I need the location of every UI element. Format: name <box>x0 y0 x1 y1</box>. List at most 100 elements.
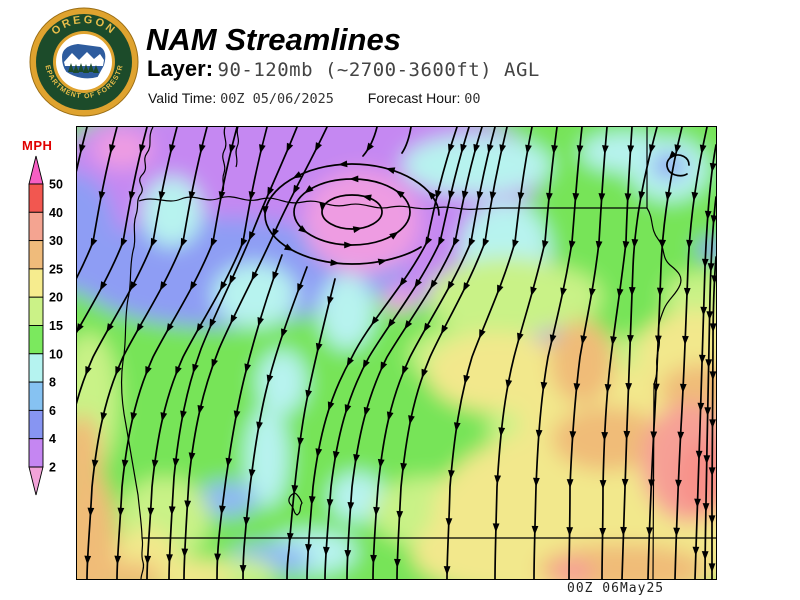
legend-arrow-bottom <box>28 466 44 496</box>
flow-arrowhead <box>77 323 84 333</box>
flow-arrowhead <box>699 144 707 154</box>
flow-arrowhead <box>568 240 576 250</box>
flow-arrowhead <box>443 566 451 576</box>
flow-arrowhead <box>189 281 198 291</box>
flow-arrowhead <box>144 555 152 565</box>
flow-arrowhead <box>218 191 226 201</box>
flow-arrowhead <box>621 478 629 488</box>
wind-speed-blob <box>550 320 614 404</box>
flow-arrowhead <box>489 191 497 201</box>
flow-arrowhead <box>292 184 301 195</box>
flow-arrowhead <box>709 162 716 173</box>
flow-arrowhead <box>248 231 256 241</box>
odf-seal-logo: OREGON DEPARTMENT OF FORESTRY <box>28 6 140 118</box>
flow-arrowhead <box>473 143 480 154</box>
flow-arrowhead <box>248 469 256 479</box>
flow-arrowhead <box>109 144 116 154</box>
flow-arrowhead <box>704 210 712 220</box>
flow-arrowhead <box>441 324 449 335</box>
flow-arrowhead <box>599 527 607 537</box>
flow-arrowhead <box>625 382 633 393</box>
flow-arrowhead <box>169 144 176 154</box>
wind-speed-blob <box>257 350 307 414</box>
wind-speed-blob <box>197 481 257 517</box>
flow-arrowhead <box>120 237 128 248</box>
flow-arrowhead <box>267 186 275 197</box>
flow-arrowhead <box>347 501 355 512</box>
flow-arrowhead <box>239 565 247 575</box>
streamline <box>446 127 533 579</box>
flow-arrowhead <box>627 334 634 345</box>
flow-arrowhead <box>468 237 476 248</box>
flow-arrowhead <box>709 419 716 429</box>
flow-arrowhead <box>172 458 180 468</box>
flow-arrowhead <box>512 239 519 249</box>
flow-arrowhead <box>448 190 455 200</box>
streamline <box>77 127 178 405</box>
flow-arrowhead <box>572 192 580 203</box>
streamline <box>568 127 608 579</box>
flow-arrowhead <box>87 507 95 517</box>
flow-arrowhead <box>701 551 709 561</box>
flow-arrowhead <box>338 160 348 168</box>
flow-arrowhead <box>566 527 574 537</box>
flow-arrowhead <box>540 381 548 392</box>
legend-segment <box>28 240 44 270</box>
flow-arrowhead <box>709 371 716 381</box>
wind-speed-blob <box>329 472 385 522</box>
streamline <box>77 127 118 279</box>
flow-arrowhead <box>691 191 699 202</box>
flow-arrowhead <box>620 526 627 536</box>
flow-arrowhead <box>99 281 108 291</box>
legend-tick: 4 <box>49 432 56 446</box>
flow-arrowhead <box>130 412 138 422</box>
flow-arrowhead <box>616 288 624 298</box>
flow-arrowhead <box>136 323 144 333</box>
flow-arrowhead <box>622 240 630 251</box>
flow-arrowhead <box>652 383 660 393</box>
flow-arrowhead <box>679 383 687 393</box>
geo-border-puget-sound <box>235 127 240 168</box>
flow-arrowhead <box>604 383 612 394</box>
flow-arrowhead <box>437 236 445 247</box>
streamline <box>494 127 558 579</box>
valid-time-label: Valid Time: <box>148 90 217 106</box>
flow-arrowhead <box>525 144 532 155</box>
flow-arrowhead <box>656 287 664 297</box>
flow-arrowhead <box>304 185 314 194</box>
flow-arrowhead <box>494 475 502 485</box>
legend-segment <box>28 268 44 298</box>
flow-arrowhead <box>677 431 685 441</box>
flow-arrowhead <box>259 144 266 154</box>
wind-speed-blob <box>245 407 289 507</box>
flow-arrowhead <box>447 280 455 291</box>
flow-arrowhead <box>225 457 233 468</box>
flow-arrowhead <box>211 358 218 369</box>
flow-arrowhead <box>707 263 715 273</box>
flow-arrowhead <box>549 334 557 344</box>
flow-arrowhead <box>598 193 606 203</box>
flow-arrowhead <box>192 363 199 374</box>
flow-arrowhead <box>159 281 168 291</box>
geo-border-coastline <box>120 127 154 539</box>
mountains <box>64 52 104 66</box>
flow-arrowhead <box>427 190 437 200</box>
flow-arrowhead <box>393 558 401 568</box>
flow-arrowhead <box>180 237 188 248</box>
flow-arrowhead <box>168 506 176 516</box>
legend-segment <box>28 325 44 355</box>
flow-arrowhead <box>322 546 330 556</box>
flow-arrowhead <box>702 503 710 513</box>
flow-arrowhead <box>610 336 617 346</box>
flow-arrowhead <box>710 215 716 225</box>
flow-arrowhead <box>121 459 129 469</box>
flow-arrowhead <box>396 510 404 520</box>
flow-arrowhead <box>362 359 370 370</box>
flow-arrowhead <box>366 142 374 153</box>
layer-label: Layer: <box>147 56 214 81</box>
flow-arrowhead <box>233 410 241 420</box>
flow-arrowhead <box>181 548 189 558</box>
flow-arrowhead <box>344 404 352 414</box>
flow-arrowhead <box>395 190 405 198</box>
trees <box>68 63 99 73</box>
